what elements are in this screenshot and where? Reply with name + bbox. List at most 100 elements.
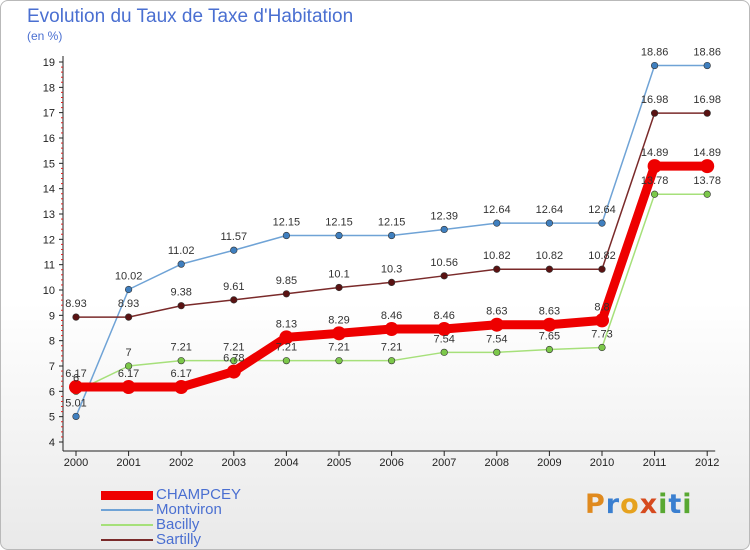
data-point-sartilly bbox=[177, 302, 185, 310]
series-line-champcey bbox=[71, 161, 712, 392]
data-point-champcey bbox=[542, 317, 557, 332]
data-point-bacilly bbox=[493, 348, 501, 356]
data-point-sartilly bbox=[545, 265, 554, 273]
legend-label-sartilly: Sartilly bbox=[156, 531, 202, 548]
logo-letter: o bbox=[620, 489, 640, 520]
data-label-sartilly: 10.1 bbox=[328, 268, 349, 280]
data-label-champcey: 6.78 bbox=[223, 353, 244, 365]
x-tick-label: 2011 bbox=[643, 457, 667, 469]
legend-label-champcey: CHAMPCEY bbox=[156, 486, 242, 503]
data-point-bacilly bbox=[440, 348, 448, 356]
data-label-champcey: 6.17 bbox=[65, 368, 86, 380]
data-label-bacilly: 13.78 bbox=[693, 175, 721, 187]
data-label-bacilly: 13.78 bbox=[641, 175, 669, 187]
y-tick-label: 6 bbox=[49, 386, 55, 398]
data-point-montviron bbox=[493, 219, 501, 227]
legend-swatch-champcey bbox=[101, 491, 153, 500]
data-point-champcey bbox=[279, 330, 294, 345]
data-label-sartilly: 10.82 bbox=[483, 250, 511, 262]
data-label-bacilly: 7.73 bbox=[591, 329, 612, 341]
data-point-champcey bbox=[384, 322, 399, 337]
x-tick-label: 2005 bbox=[327, 457, 351, 469]
data-label-montviron: 12.64 bbox=[588, 204, 616, 216]
data-label-bacilly: 7.21 bbox=[276, 342, 297, 354]
data-point-bacilly bbox=[388, 357, 396, 365]
chart-subtitle: (en %) bbox=[27, 29, 63, 43]
data-label-bacilly: 6 bbox=[73, 372, 79, 384]
data-point-sartilly bbox=[282, 290, 291, 298]
y-tick-label: 17 bbox=[43, 108, 55, 120]
data-label-champcey: 8.29 bbox=[328, 314, 349, 326]
data-label-champcey: 14.89 bbox=[693, 147, 721, 159]
data-point-sartilly bbox=[124, 313, 133, 321]
data-point-montviron bbox=[72, 412, 80, 421]
data-point-champcey bbox=[489, 317, 504, 332]
data-label-sartilly: 8.93 bbox=[118, 298, 139, 310]
data-point-bacilly bbox=[282, 357, 291, 365]
data-point-bacilly bbox=[650, 190, 659, 198]
x-tick-label: 2003 bbox=[222, 457, 246, 469]
data-point-champcey bbox=[437, 322, 452, 337]
data-point-montviron bbox=[650, 61, 659, 70]
y-tick-label: 10 bbox=[43, 285, 55, 297]
data-label-champcey: 8.8 bbox=[594, 301, 609, 313]
legend-label-bacilly: Bacilly bbox=[156, 516, 200, 533]
data-point-sartilly bbox=[493, 265, 501, 273]
data-label-sartilly: 16.98 bbox=[693, 94, 721, 106]
data-label-bacilly: 7.21 bbox=[223, 342, 244, 354]
y-tick-label: 12 bbox=[43, 234, 55, 246]
data-label-champcey: 6.17 bbox=[170, 368, 191, 380]
data-point-montviron bbox=[440, 225, 448, 234]
legend-swatch-sartilly bbox=[101, 539, 153, 541]
data-label-champcey: 8.63 bbox=[486, 306, 507, 318]
legend-swatch-bacilly bbox=[101, 524, 153, 526]
data-point-bacilly bbox=[545, 345, 554, 354]
y-tick-label: 19 bbox=[43, 57, 55, 69]
data-label-sartilly: 9.85 bbox=[276, 275, 297, 287]
data-label-montviron: 11.02 bbox=[168, 245, 195, 257]
x-tick-label: 2010 bbox=[590, 457, 614, 469]
data-point-sartilly bbox=[72, 313, 80, 321]
data-point-montviron bbox=[282, 231, 291, 240]
logo-letter: t bbox=[668, 489, 683, 520]
x-tick-label: 2008 bbox=[485, 457, 509, 469]
data-label-champcey: 14.89 bbox=[641, 147, 669, 159]
x-tick-label: 2000 bbox=[64, 457, 88, 469]
data-point-sartilly bbox=[230, 296, 238, 304]
x-tick-label: 2012 bbox=[695, 457, 719, 469]
x-tick-label: 2007 bbox=[432, 457, 456, 469]
data-label-montviron: 10.02 bbox=[115, 270, 143, 282]
data-point-montviron bbox=[388, 231, 396, 240]
x-tick-label: 2006 bbox=[379, 457, 403, 469]
data-point-sartilly bbox=[388, 278, 396, 287]
data-label-sartilly: 9.38 bbox=[170, 287, 191, 299]
logo-letter: P bbox=[585, 489, 606, 520]
y-tick-label: 9 bbox=[49, 310, 55, 322]
data-point-montviron bbox=[177, 260, 185, 268]
data-label-champcey: 8.46 bbox=[433, 310, 454, 322]
data-point-sartilly bbox=[440, 272, 448, 280]
y-tick-label: 14 bbox=[43, 184, 55, 196]
data-label-montviron: 18.86 bbox=[641, 47, 669, 59]
y-tick-label: 16 bbox=[43, 133, 55, 145]
data-label-champcey: 6.17 bbox=[118, 368, 139, 380]
data-point-champcey bbox=[595, 313, 609, 328]
legend-swatch-montviron bbox=[101, 509, 153, 511]
data-point-bacilly bbox=[124, 362, 133, 370]
data-label-sartilly: 10.82 bbox=[588, 250, 616, 262]
data-point-montviron bbox=[545, 219, 554, 227]
data-label-bacilly: 7.65 bbox=[539, 331, 560, 343]
data-point-champcey bbox=[121, 380, 136, 395]
data-point-bacilly bbox=[335, 357, 343, 365]
y-tick-label: 18 bbox=[43, 82, 55, 94]
x-tick-label: 2002 bbox=[169, 457, 193, 469]
data-point-champcey bbox=[700, 159, 715, 174]
data-label-montviron: 12.39 bbox=[430, 210, 458, 222]
data-point-sartilly bbox=[598, 265, 606, 273]
y-tick-label: 13 bbox=[43, 209, 55, 221]
data-point-bacilly bbox=[177, 357, 185, 365]
logo-letter: r bbox=[605, 489, 621, 520]
data-label-sartilly: 10.56 bbox=[430, 257, 458, 269]
